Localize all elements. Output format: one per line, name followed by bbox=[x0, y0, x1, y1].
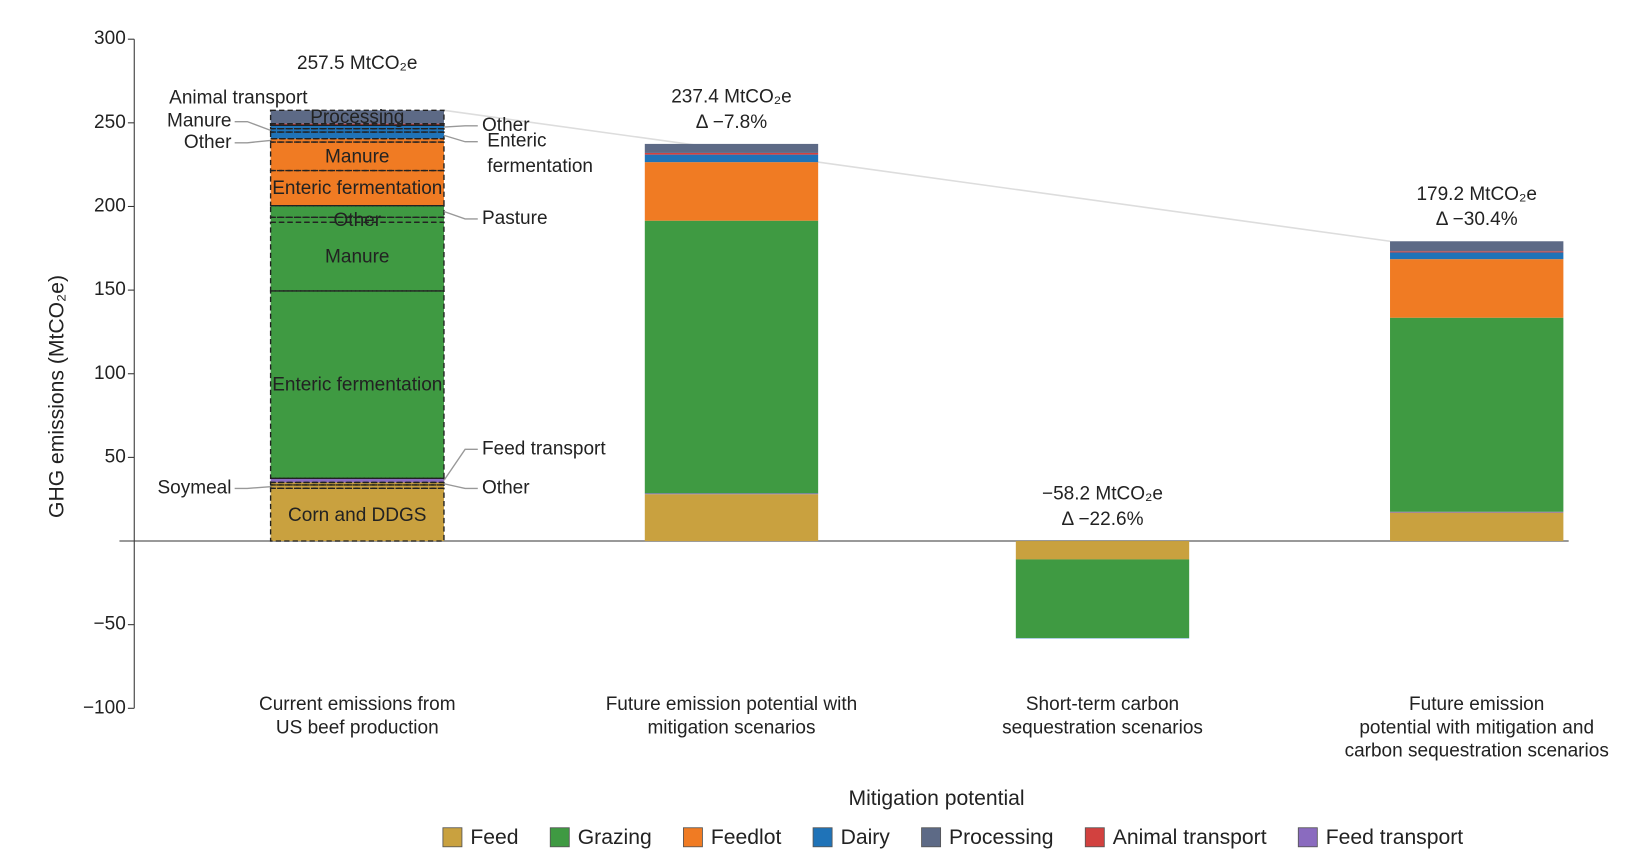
y-tick-label: −100 bbox=[83, 697, 126, 718]
breakdown-label: Enteric fermentation bbox=[487, 131, 593, 177]
bar-segment bbox=[1390, 317, 1564, 512]
legend-label: Feed transport bbox=[1326, 826, 1464, 849]
bar-segment bbox=[644, 152, 819, 155]
change-label: Δ −22.6% bbox=[1062, 509, 1144, 530]
bar-segment bbox=[270, 123, 444, 126]
leader-line bbox=[443, 134, 478, 143]
x-axis-title: Mitigation potential bbox=[848, 787, 1024, 810]
breakdown-segment bbox=[269, 290, 445, 479]
bar-segment bbox=[644, 493, 819, 495]
breakdown-segment bbox=[269, 109, 445, 125]
leader-line bbox=[234, 485, 271, 490]
legend-label: Feed bbox=[470, 826, 518, 849]
breakdown-label: Enteric fermentation bbox=[272, 375, 442, 396]
category-label: Future emission potential with mitigation… bbox=[1345, 694, 1609, 762]
bar-segment bbox=[270, 205, 444, 479]
breakdown-label: Pasture bbox=[482, 208, 548, 229]
legend-label: Feedlot bbox=[711, 826, 782, 849]
bar-segment bbox=[270, 482, 444, 542]
legend-swatch bbox=[442, 827, 463, 848]
breakdown-label: Other bbox=[184, 132, 232, 153]
bar-segment bbox=[644, 154, 819, 163]
y-tick-label: 250 bbox=[94, 112, 126, 133]
breakdown-label: Other bbox=[482, 477, 530, 498]
bar-segment bbox=[270, 478, 444, 483]
category-label: Short-term carbon sequestration scenarios bbox=[1002, 694, 1203, 738]
breakdown-segment bbox=[269, 124, 445, 130]
bar-segment bbox=[1390, 251, 1564, 253]
legend-swatch bbox=[549, 827, 570, 848]
legend-label: Dairy bbox=[841, 826, 891, 849]
total-label: −58.2 MtCO₂e bbox=[1042, 484, 1163, 505]
bar-segment bbox=[270, 110, 444, 124]
y-tick-label: 150 bbox=[94, 279, 126, 300]
breakdown-segment bbox=[269, 477, 445, 484]
legend-label: Processing bbox=[949, 826, 1054, 849]
breakdown-label: Soymeal bbox=[158, 477, 232, 498]
breakdown-label: Processing bbox=[310, 107, 404, 128]
change-label: Δ −30.4% bbox=[1436, 209, 1518, 230]
breakdown-label: Animal transport bbox=[169, 87, 308, 108]
breakdown-label: Other bbox=[334, 210, 382, 231]
y-tick-label: 300 bbox=[94, 28, 126, 49]
leader-line bbox=[443, 483, 478, 490]
leader-line bbox=[234, 139, 271, 144]
leader-line bbox=[443, 448, 478, 481]
bar-segment bbox=[270, 138, 444, 206]
y-tick-label: 50 bbox=[105, 446, 126, 467]
category-label: Future emission potential with mitigation… bbox=[606, 694, 858, 738]
trend-line bbox=[443, 109, 1391, 243]
legend-swatch bbox=[1297, 827, 1318, 848]
change-label: Δ −7.8% bbox=[696, 112, 767, 133]
bar-segment bbox=[644, 220, 819, 494]
bar-segment bbox=[1015, 559, 1190, 639]
bar-segment bbox=[644, 143, 819, 153]
y-tick-label: 200 bbox=[94, 196, 126, 217]
bar-segment bbox=[1015, 541, 1190, 560]
leader-line bbox=[443, 125, 478, 128]
bar-segment bbox=[1390, 512, 1564, 542]
leader-line bbox=[443, 210, 478, 220]
total-label: 257.5 MtCO₂e bbox=[297, 53, 417, 74]
y-axis-title: GHG emissions (MtCO₂e) bbox=[46, 275, 69, 518]
breakdown-label: Other bbox=[482, 115, 530, 136]
legend-label: Grazing bbox=[578, 826, 652, 849]
legend-swatch bbox=[812, 827, 833, 848]
total-label: 179.2 MtCO₂e bbox=[1416, 184, 1536, 205]
y-tick-label: 100 bbox=[94, 363, 126, 384]
breakdown-label: Corn and DDGS bbox=[288, 505, 426, 526]
legend-label: Animal transport bbox=[1113, 826, 1267, 849]
total-label: 237.4 MtCO₂e bbox=[671, 86, 791, 107]
breakdown-label: Manure bbox=[325, 247, 389, 268]
legend-swatch bbox=[921, 827, 942, 848]
bar-segment bbox=[644, 494, 819, 542]
leader-line bbox=[234, 120, 271, 132]
bar-segment bbox=[1390, 511, 1564, 513]
breakdown-label: Feed transport bbox=[482, 438, 606, 459]
bar-segment bbox=[1390, 259, 1564, 318]
breakdown-label: Manure bbox=[325, 146, 389, 167]
y-tick-label: −50 bbox=[94, 614, 126, 635]
bar-segment bbox=[1390, 252, 1564, 260]
bar-segment bbox=[1390, 241, 1564, 252]
category-label: Current emissions from US beef production bbox=[259, 694, 456, 738]
breakdown-label: Manure bbox=[167, 111, 231, 132]
legend-swatch bbox=[1084, 827, 1105, 848]
breakdown-label: Enteric fermentation bbox=[272, 178, 442, 199]
bar-segment bbox=[644, 162, 819, 221]
legend-swatch bbox=[682, 827, 703, 848]
